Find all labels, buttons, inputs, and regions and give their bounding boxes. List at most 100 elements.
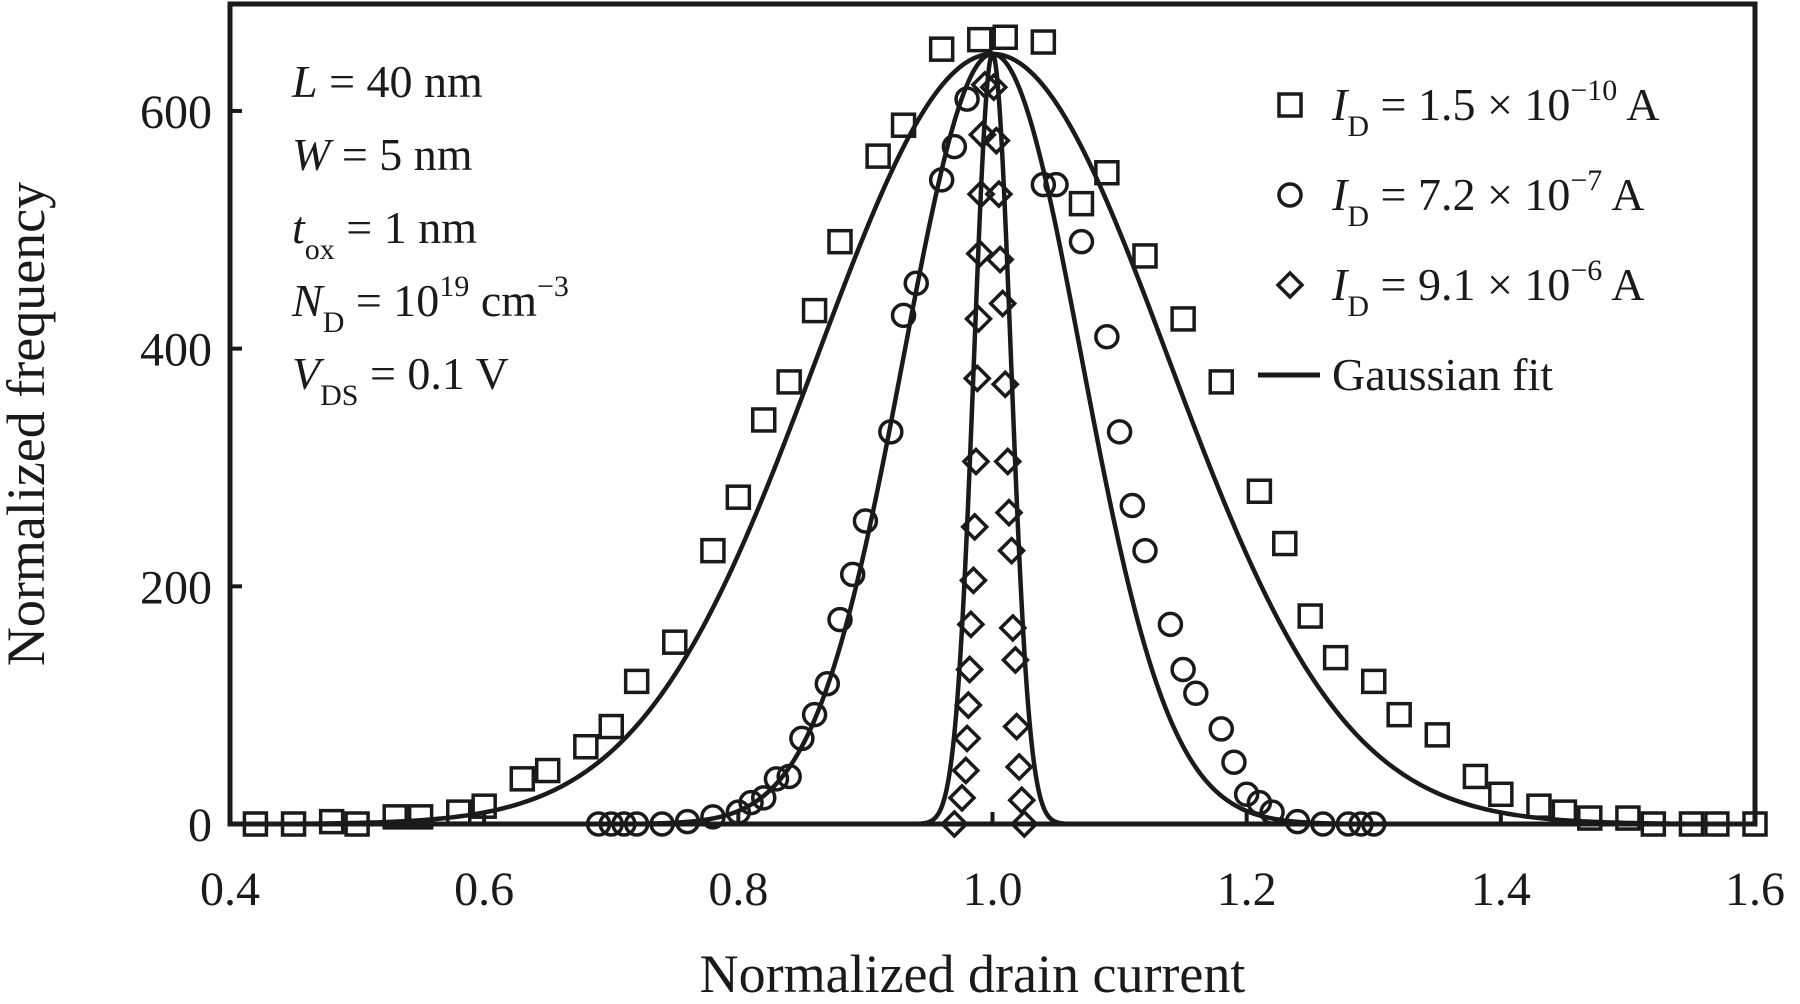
parameter-3-symbol: t bbox=[292, 202, 306, 253]
data-point-circle bbox=[789, 725, 815, 752]
data-point-diamond bbox=[993, 447, 1023, 477]
data-point-circle bbox=[1106, 419, 1133, 445]
data-point-square bbox=[1462, 763, 1489, 790]
data-point-circle bbox=[1132, 537, 1158, 564]
x-tick-label: 0.6 bbox=[454, 863, 514, 916]
data-point-circle bbox=[954, 86, 980, 112]
data-point-diamond bbox=[981, 126, 1011, 156]
x-axis-label: Normalized drain current bbox=[700, 944, 1246, 1004]
parameter-3-sub: ox bbox=[305, 233, 335, 266]
series-1-square bbox=[242, 24, 1768, 837]
data-point-square bbox=[573, 734, 599, 760]
data-point-circle bbox=[1233, 781, 1260, 808]
data-point-square bbox=[1615, 805, 1641, 831]
parameter-4-normal: cm bbox=[469, 275, 537, 326]
data-point-square bbox=[700, 537, 726, 564]
parameter-4-symbol: N bbox=[291, 275, 325, 326]
data-point-circle bbox=[1030, 171, 1057, 198]
legend-label-normal: A bbox=[1602, 259, 1644, 310]
y-tick-label: 600 bbox=[140, 86, 212, 139]
data-point-circle bbox=[903, 270, 929, 297]
parameter-3-normal: = 1 nm bbox=[335, 202, 477, 253]
parameter-5-symbol: V bbox=[292, 348, 325, 399]
data-point-square bbox=[1424, 722, 1451, 748]
parameter-3: tox = 1 nm bbox=[292, 202, 477, 266]
legend: ID = 1.5 × 10−10 AID = 7.2 × 10−7 AID = … bbox=[1258, 74, 1660, 400]
data-point-square bbox=[865, 143, 891, 169]
data-point-diamond bbox=[1002, 712, 1032, 742]
data-point-circle bbox=[801, 701, 828, 728]
data-point-circle bbox=[1043, 171, 1069, 198]
legend-marker-diamond bbox=[1275, 270, 1305, 300]
parameter-1-normal: = 40 nm bbox=[318, 56, 483, 107]
data-point-circle bbox=[1208, 716, 1234, 742]
data-point-square bbox=[1272, 530, 1298, 557]
data-point-circle bbox=[700, 804, 726, 830]
data-point-square bbox=[1386, 701, 1412, 728]
legend-marker-square bbox=[1277, 92, 1303, 118]
legend-label-sup: −10 bbox=[1570, 74, 1617, 107]
x-tick-label: 1.6 bbox=[1725, 863, 1785, 916]
parameter-1-symbol: L bbox=[291, 56, 318, 107]
y-tick-label: 400 bbox=[140, 324, 212, 377]
data-point-diamond bbox=[967, 120, 997, 150]
data-point-circle bbox=[890, 302, 917, 329]
data-point-diamond bbox=[962, 363, 992, 393]
data-point-circle bbox=[814, 671, 841, 697]
data-point-circle bbox=[941, 133, 968, 160]
data-point-square bbox=[382, 804, 408, 830]
x-tick-label: 1.4 bbox=[1471, 863, 1531, 916]
legend-label-sup: −7 bbox=[1570, 164, 1602, 197]
parameter-4: ND = 1019 cm−3 bbox=[291, 270, 569, 339]
data-point-square bbox=[992, 24, 1018, 51]
parameter-4-sup: −3 bbox=[537, 270, 569, 303]
data-point-square bbox=[725, 484, 752, 510]
data-point-square bbox=[407, 804, 434, 830]
data-point-diamond bbox=[947, 783, 977, 813]
legend-label-sub: D bbox=[1347, 110, 1369, 143]
x-tick-label: 0.4 bbox=[200, 863, 260, 916]
parameter-1: L = 40 nm bbox=[291, 56, 483, 107]
data-point-diamond bbox=[952, 723, 982, 753]
data-point-square bbox=[827, 228, 853, 255]
x-tick-label: 1.0 bbox=[963, 863, 1023, 916]
data-point-diamond bbox=[994, 498, 1024, 528]
parameter-5-normal: = 0.1 V bbox=[358, 348, 508, 399]
data-point-circle bbox=[839, 561, 866, 588]
data-point-diamond bbox=[979, 72, 1009, 102]
x-tick-label: 0.8 bbox=[708, 863, 768, 916]
data-point-square bbox=[1094, 160, 1120, 186]
legend-marker-circle bbox=[1277, 182, 1303, 208]
x-tick-label: 1.2 bbox=[1217, 863, 1277, 916]
legend-label: ID = 1.5 × 10−10 A bbox=[1331, 74, 1660, 143]
data-point-square bbox=[598, 713, 624, 740]
data-point-circle bbox=[776, 763, 802, 790]
data-point-diamond bbox=[1000, 645, 1030, 675]
data-point-circle bbox=[878, 419, 904, 445]
data-point-diamond bbox=[953, 690, 983, 720]
data-point-diamond bbox=[990, 369, 1020, 399]
parameter-5-sub: DS bbox=[320, 379, 358, 412]
legend-label-normal: = 9.1 × 10 bbox=[1369, 259, 1570, 310]
data-point-diamond bbox=[960, 512, 990, 542]
legend-item-1: ID = 1.5 × 10−10 A bbox=[1277, 74, 1660, 143]
data-point-square bbox=[509, 766, 536, 792]
data-point-circle bbox=[852, 508, 879, 534]
legend-label-sub: D bbox=[1347, 200, 1369, 233]
legend-label: Gaussian fit bbox=[1332, 349, 1553, 400]
legend-item-2: ID = 7.2 × 10−7 A bbox=[1277, 164, 1645, 233]
data-point-square bbox=[1577, 805, 1603, 831]
parameter-2-normal: = 5 nm bbox=[330, 129, 472, 180]
legend-label-normal: = 7.2 × 10 bbox=[1369, 169, 1570, 220]
legend-label-sub: D bbox=[1347, 290, 1369, 323]
y-tick-label: 0 bbox=[188, 799, 212, 852]
data-point-circle bbox=[1119, 492, 1146, 519]
legend-label-symbol: I bbox=[1331, 259, 1350, 310]
data-point-diamond bbox=[1009, 809, 1039, 839]
data-point-circle bbox=[1221, 749, 1247, 775]
data-point-square bbox=[1322, 644, 1349, 671]
data-point-diamond bbox=[997, 536, 1027, 566]
parameter-2-symbol: W bbox=[292, 129, 334, 180]
